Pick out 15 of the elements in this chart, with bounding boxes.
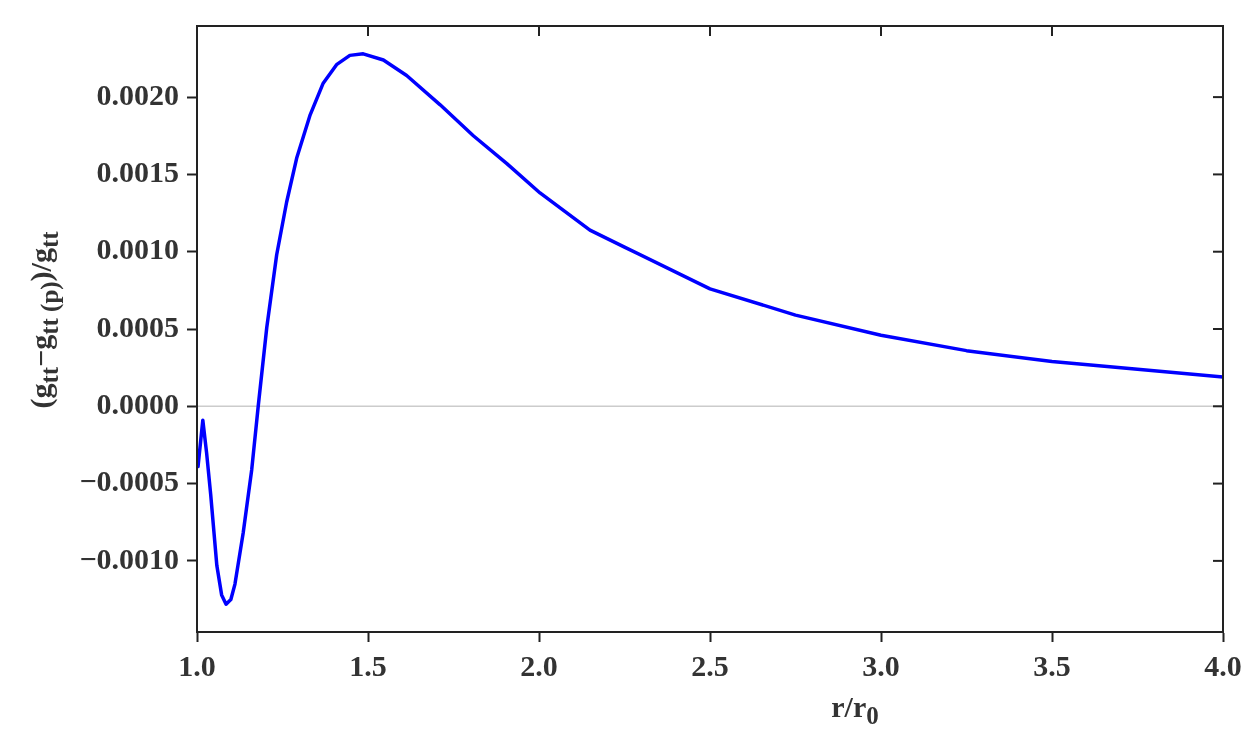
y-tick-label: 0.0020 xyxy=(96,77,179,111)
y-tick-label: −0.0010 xyxy=(79,541,179,575)
y-tick-label: 0.0005 xyxy=(96,309,179,343)
y-tick-label: 0.0015 xyxy=(96,155,179,189)
x-tick-label: 4.0 xyxy=(1204,648,1242,682)
y-tick-label: 0.0000 xyxy=(96,387,179,421)
x-tick-label: 2.0 xyxy=(520,648,558,682)
x-tick-label: 1.5 xyxy=(349,648,387,682)
x-tick-label: 3.5 xyxy=(1033,648,1071,682)
y-tick-label: 0.0010 xyxy=(96,232,179,266)
x-tick-label: 2.5 xyxy=(691,648,729,682)
y-tick-label: −0.0005 xyxy=(79,464,179,498)
x-tick-label: 1.0 xyxy=(178,648,216,682)
x-tick-label: 3.0 xyxy=(862,648,900,682)
x-axis-title: r/r$_{0}$ xyxy=(830,690,880,730)
